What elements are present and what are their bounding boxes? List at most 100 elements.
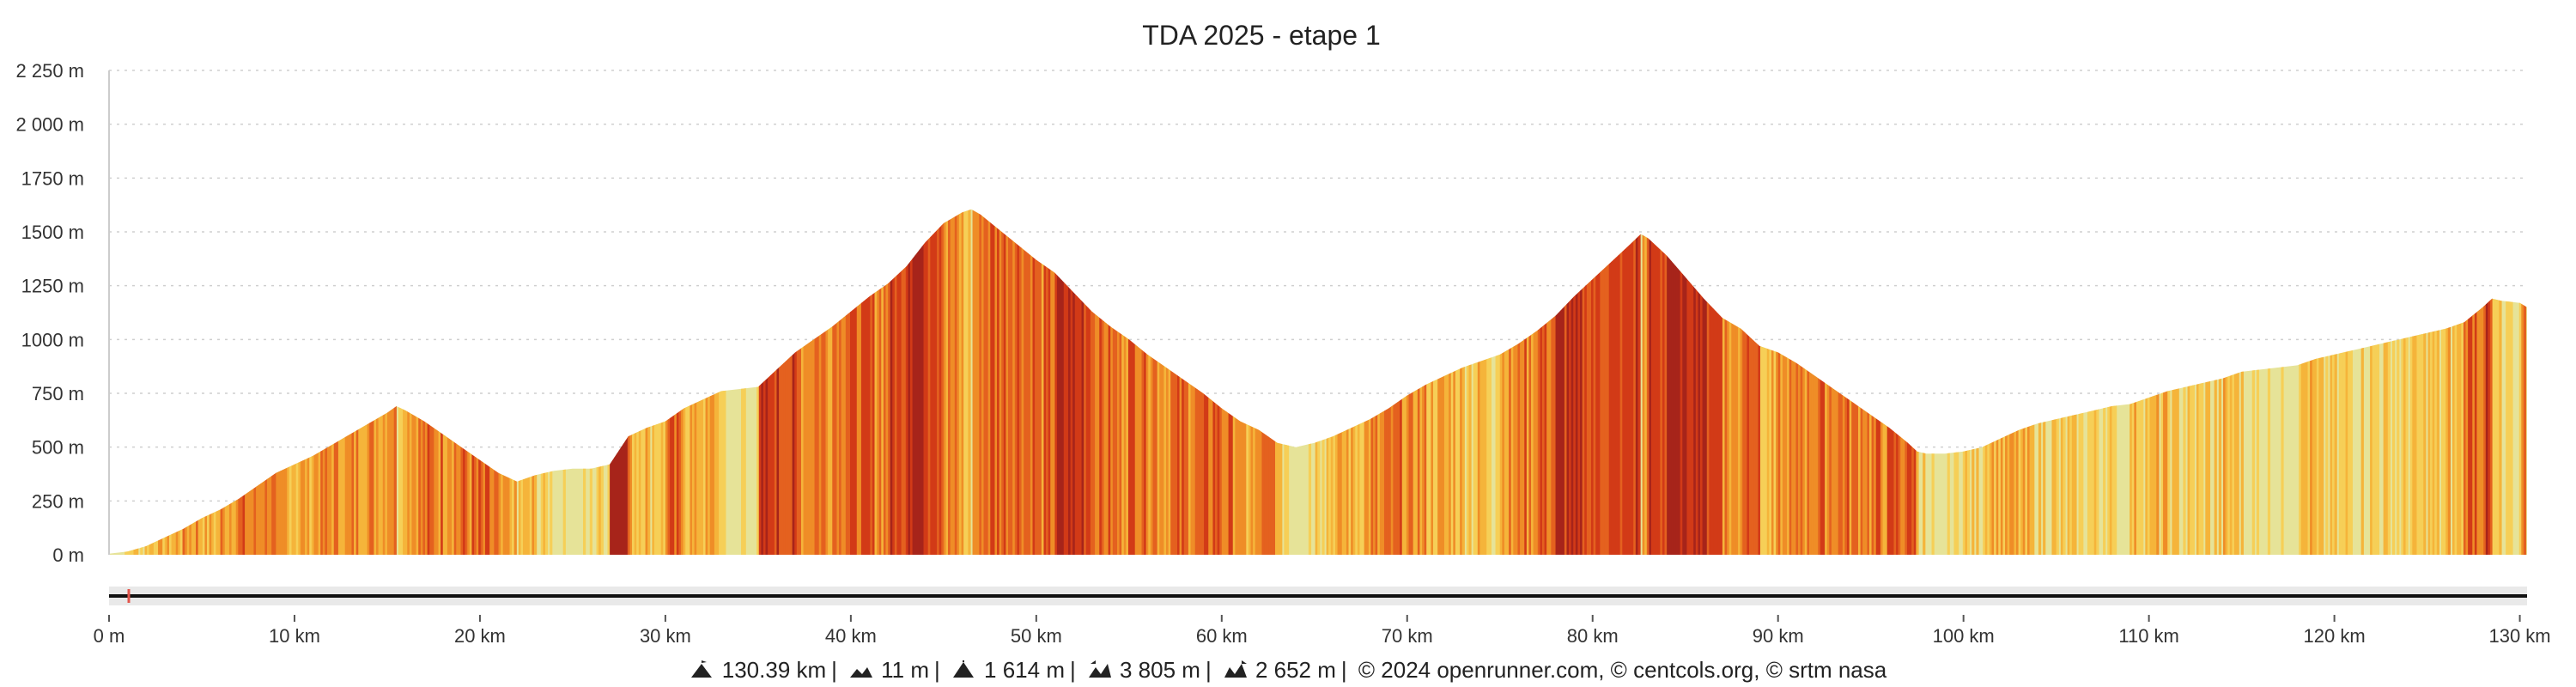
slope-band	[2032, 209, 2035, 555]
slope-band	[1085, 209, 1089, 555]
slope-band	[2214, 209, 2217, 555]
slope-band	[999, 209, 1002, 555]
slope-band	[129, 209, 132, 555]
slope-band	[2434, 209, 2438, 555]
slope-band	[2267, 209, 2271, 555]
slope-band	[1137, 209, 1140, 555]
slope-band	[2299, 209, 2302, 555]
slope-band	[774, 209, 778, 555]
slope-band	[1001, 209, 1005, 555]
slope-band	[1956, 209, 1959, 555]
slope-band	[1784, 209, 1788, 555]
slope-band	[1041, 209, 1045, 555]
slope-band	[1691, 209, 1694, 555]
slope-band	[1608, 209, 1612, 555]
slope-band	[1633, 209, 1637, 555]
slope-band	[992, 209, 996, 555]
slope-band	[2114, 209, 2117, 555]
slope-band	[2419, 209, 2422, 555]
slope-band	[1443, 209, 1448, 555]
slope-band	[1577, 209, 1581, 555]
slope-band	[1762, 209, 1765, 555]
slope-band	[168, 209, 173, 555]
slope-band	[1081, 209, 1084, 555]
slope-band	[2345, 209, 2348, 555]
slope-band	[2281, 209, 2284, 555]
slope-band	[1755, 209, 1759, 555]
slope-band	[1141, 209, 1145, 555]
slope-band	[2325, 209, 2329, 555]
slope-band	[829, 209, 833, 555]
slope-band	[2383, 209, 2386, 555]
slope-band	[1024, 209, 1027, 555]
y-tick-label: 1750 m	[21, 167, 84, 189]
slope-band	[1618, 209, 1621, 555]
slope-band	[240, 209, 244, 555]
slope-band	[2256, 209, 2260, 555]
slope-band	[1600, 209, 1603, 555]
slope-band	[943, 209, 947, 555]
slope-band	[217, 209, 222, 555]
slope-band	[1050, 209, 1054, 555]
slope-band	[979, 209, 982, 555]
slope-band	[1488, 209, 1492, 555]
slope-band	[140, 209, 143, 555]
slope-band	[175, 209, 179, 555]
slope-band	[2314, 209, 2318, 555]
slope-band	[2510, 209, 2513, 555]
slope-band	[149, 209, 152, 555]
x-tick-label: 10 km	[269, 625, 320, 647]
slope-band	[202, 209, 206, 555]
slope-band	[950, 209, 953, 555]
slope-band	[200, 209, 204, 555]
slope-band	[2141, 209, 2144, 555]
slope-band	[393, 209, 397, 555]
slope-band	[987, 209, 991, 555]
slope-band	[1818, 209, 1821, 555]
slope-band	[1678, 209, 1681, 555]
slope-band	[235, 209, 239, 555]
range-navigator[interactable]	[109, 587, 2527, 605]
slope-band	[1152, 209, 1156, 555]
slope-band	[2494, 209, 2498, 555]
slope-band	[1183, 209, 1187, 555]
slope-band	[1279, 209, 1283, 555]
slope-band	[2341, 209, 2344, 555]
slope-band	[2523, 209, 2527, 555]
slope-band	[1070, 209, 1073, 555]
slope-band	[1133, 209, 1136, 555]
slope-band	[1569, 209, 1572, 555]
slope-band	[899, 209, 902, 555]
slope-band	[927, 209, 931, 555]
slope-band	[1624, 209, 1628, 555]
slope-band	[242, 209, 246, 555]
slope-band	[1433, 209, 1437, 555]
slope-band	[1046, 209, 1049, 555]
slope-band	[211, 209, 215, 555]
slope-band	[2176, 209, 2179, 555]
slope-band	[1706, 209, 1710, 555]
distance-stat: 130.39 km	[690, 657, 826, 684]
slope-band	[2232, 209, 2235, 555]
slope-band	[2397, 209, 2400, 555]
slope-band	[1544, 209, 1547, 555]
slope-band	[222, 209, 226, 555]
slope-band	[1446, 209, 1449, 555]
slope-band	[743, 209, 746, 555]
slope-band	[1522, 209, 1525, 555]
slope-band	[1498, 209, 1501, 555]
slope-band	[562, 209, 566, 555]
slope-band	[1473, 209, 1476, 555]
elevation-loss-stat: 2 652 m	[1223, 657, 1336, 684]
slope-band	[2457, 209, 2460, 555]
slope-band	[2492, 209, 2495, 555]
slope-band	[854, 209, 858, 555]
slope-band	[1127, 209, 1132, 555]
x-tick-label: 120 km	[2304, 625, 2366, 647]
slope-band	[1155, 209, 1158, 555]
slope-band	[1063, 209, 1066, 555]
slope-band	[1059, 209, 1062, 555]
slope-band	[2485, 209, 2489, 555]
slope-band	[1123, 209, 1127, 555]
slope-band	[1008, 209, 1012, 555]
